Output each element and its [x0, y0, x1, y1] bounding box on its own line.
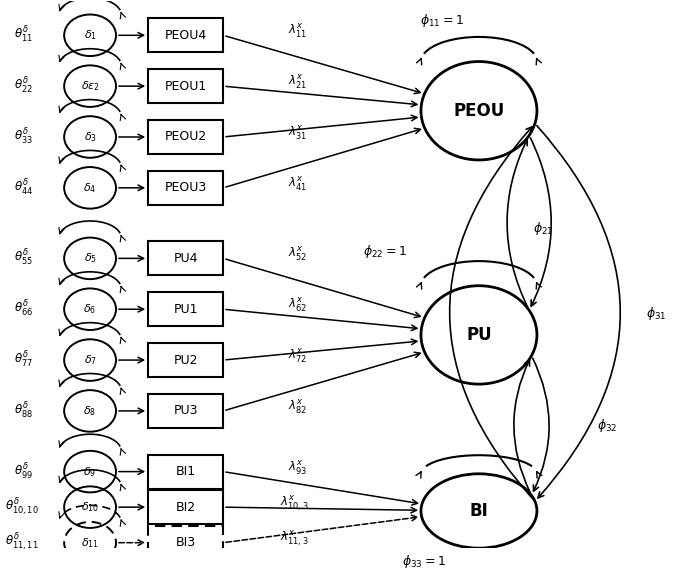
Bar [148, 292, 223, 326]
Text: PU4: PU4 [173, 252, 198, 265]
Text: $\theta^{\delta}_{33}$: $\theta^{\delta}_{33}$ [14, 127, 33, 147]
Text: PU2: PU2 [173, 353, 198, 366]
Bar [148, 490, 223, 524]
Text: $\delta_8$: $\delta_8$ [84, 404, 97, 418]
Text: $\theta^{\delta}_{55}$: $\theta^{\delta}_{55}$ [14, 248, 33, 269]
Text: $\delta_{11}$: $\delta_{11}$ [81, 536, 99, 550]
Bar [148, 455, 223, 489]
Bar [148, 394, 223, 428]
Text: $\theta^{\delta}_{11}$: $\theta^{\delta}_{11}$ [14, 25, 33, 46]
Text: PEOU1: PEOU1 [164, 80, 207, 93]
Text: $\theta^{\delta}_{77}$: $\theta^{\delta}_{77}$ [14, 350, 32, 370]
Text: $\lambda^{x}_{93}$: $\lambda^{x}_{93}$ [288, 459, 307, 476]
Text: $\delta_9$: $\delta_9$ [84, 465, 97, 479]
Text: $\delta\varepsilon_2$: $\delta\varepsilon_2$ [81, 79, 99, 93]
Text: PEOU: PEOU [453, 102, 505, 119]
Text: $\lambda^{x}_{62}$: $\lambda^{x}_{62}$ [288, 296, 307, 314]
Bar [148, 69, 223, 103]
Text: $\delta_4$: $\delta_4$ [84, 181, 97, 195]
Bar [148, 120, 223, 154]
Text: PU1: PU1 [173, 303, 198, 316]
Bar [148, 18, 223, 52]
Text: $\phi_{11} = 1$: $\phi_{11} = 1$ [419, 12, 463, 29]
Text: $\lambda^{x}_{21}$: $\lambda^{x}_{21}$ [288, 73, 307, 91]
Text: BI: BI [470, 502, 488, 520]
Text: $\lambda^{x}_{31}$: $\lambda^{x}_{31}$ [288, 125, 307, 142]
Text: $\phi_{32}$: $\phi_{32}$ [597, 417, 617, 434]
Text: $\delta_1$: $\delta_1$ [84, 28, 97, 42]
Text: $\phi_{21}$: $\phi_{21}$ [534, 220, 554, 237]
Text: BI2: BI2 [175, 501, 196, 514]
Text: $\theta^{\delta}_{11,11}$: $\theta^{\delta}_{11,11}$ [5, 532, 38, 554]
Text: PEOU3: PEOU3 [164, 182, 207, 195]
Bar [148, 171, 223, 205]
Text: $\lambda^{x}_{72}$: $\lambda^{x}_{72}$ [288, 348, 307, 365]
Text: PEOU4: PEOU4 [164, 29, 207, 42]
Text: $\delta_5$: $\delta_5$ [84, 251, 97, 265]
Text: $\theta^{\delta}_{10,10}$: $\theta^{\delta}_{10,10}$ [5, 496, 38, 518]
Text: $\phi_{31}$: $\phi_{31}$ [646, 304, 667, 321]
Text: BI3: BI3 [175, 536, 196, 549]
Text: $\delta_3$: $\delta_3$ [84, 130, 97, 144]
Text: $\lambda^{x}_{82}$: $\lambda^{x}_{82}$ [288, 398, 307, 416]
Text: $\theta^{\delta}_{66}$: $\theta^{\delta}_{66}$ [14, 299, 33, 319]
Text: $\theta^{\delta}_{88}$: $\theta^{\delta}_{88}$ [14, 401, 33, 421]
Text: PU3: PU3 [173, 405, 198, 418]
Text: $\lambda^{x}_{10,3}$: $\lambda^{x}_{10,3}$ [279, 494, 308, 513]
Text: $\lambda^{x}_{11}$: $\lambda^{x}_{11}$ [288, 23, 307, 40]
Text: $\delta_7$: $\delta_7$ [84, 353, 97, 367]
Bar [148, 526, 223, 560]
Text: $\theta^{\delta}_{99}$: $\theta^{\delta}_{99}$ [14, 461, 33, 482]
Text: $\phi_{33} = 1$: $\phi_{33} = 1$ [403, 553, 447, 569]
Text: $\theta^{\delta}_{44}$: $\theta^{\delta}_{44}$ [14, 178, 33, 198]
Text: $\theta^{\delta}_{22}$: $\theta^{\delta}_{22}$ [14, 76, 32, 96]
Text: PEOU2: PEOU2 [164, 130, 207, 143]
Text: $\lambda^{x}_{41}$: $\lambda^{x}_{41}$ [288, 175, 307, 193]
Bar [148, 241, 223, 275]
Bar [148, 343, 223, 377]
Text: PU: PU [466, 326, 492, 344]
Text: $\delta_6$: $\delta_6$ [84, 302, 97, 316]
Text: $\lambda^{x}_{11,3}$: $\lambda^{x}_{11,3}$ [279, 530, 308, 549]
Text: $\lambda^{x}_{52}$: $\lambda^{x}_{52}$ [288, 246, 307, 263]
Text: $\phi_{22} = 1$: $\phi_{22} = 1$ [363, 243, 407, 260]
Text: BI1: BI1 [175, 465, 196, 478]
Text: $\delta_{10}$: $\delta_{10}$ [81, 500, 99, 514]
